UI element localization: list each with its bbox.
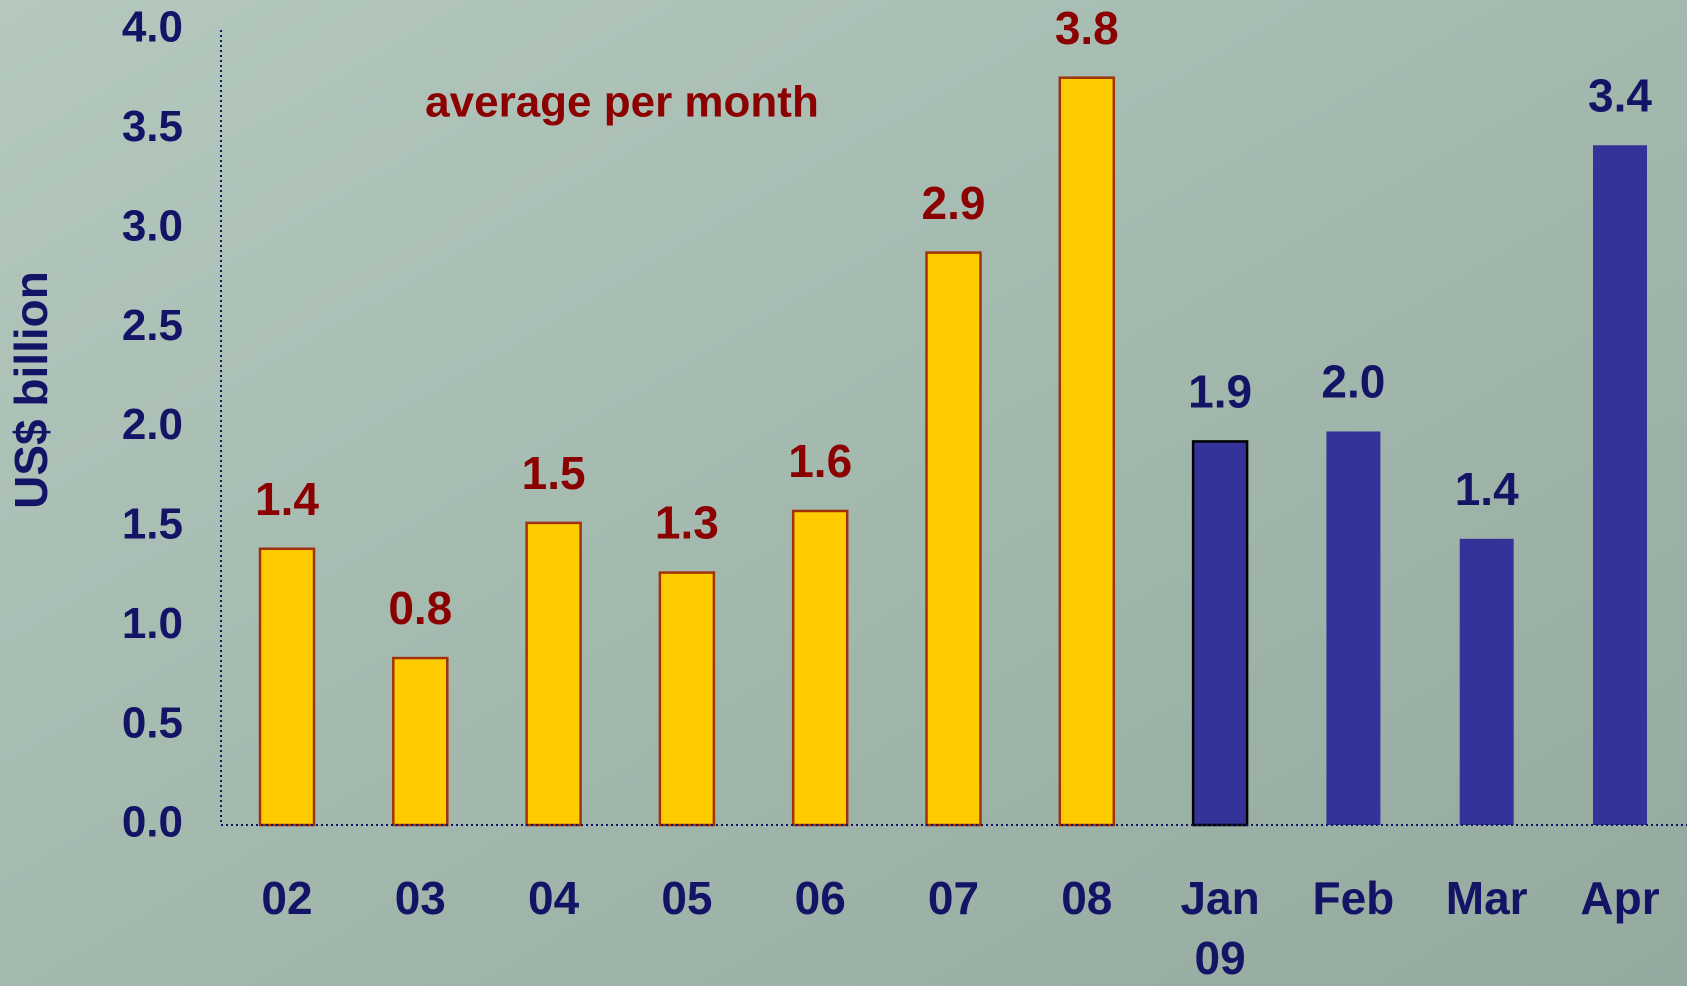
value-label: 1.6 bbox=[788, 435, 852, 487]
y-tick-label: 0.0 bbox=[122, 798, 183, 847]
y-tick-label: 2.5 bbox=[122, 301, 183, 350]
x-tick-label: Feb bbox=[1313, 872, 1395, 924]
y-tick-label: 3.5 bbox=[122, 102, 183, 151]
value-label: 3.8 bbox=[1055, 2, 1119, 54]
page: {"chart_data": { "type": "bar", "y_label… bbox=[0, 0, 1687, 986]
value-label: 0.8 bbox=[388, 582, 452, 634]
x-tick-label: 07 bbox=[928, 872, 979, 924]
bar bbox=[927, 253, 981, 825]
y-tick-label: 0.5 bbox=[122, 698, 183, 747]
y-axis-label: US$ billion bbox=[5, 271, 57, 509]
value-label: 1.9 bbox=[1188, 366, 1252, 418]
y-tick-label: 3.0 bbox=[122, 201, 183, 250]
bar bbox=[793, 511, 847, 825]
value-label: 3.4 bbox=[1588, 69, 1652, 121]
background bbox=[0, 0, 1687, 986]
value-label: 2.0 bbox=[1321, 356, 1385, 408]
value-label: 1.4 bbox=[1455, 463, 1519, 515]
value-label: 1.4 bbox=[255, 473, 319, 525]
y-tick-label: 1.5 bbox=[122, 500, 183, 549]
x-tick-label: 08 bbox=[1061, 872, 1112, 924]
x-tick-label: 02 bbox=[261, 872, 312, 924]
bar bbox=[527, 523, 581, 825]
bar bbox=[1326, 431, 1380, 825]
y-tick-label: 2.0 bbox=[122, 400, 183, 449]
x-tick-label: 05 bbox=[661, 872, 712, 924]
bar bbox=[1193, 441, 1247, 825]
bar bbox=[393, 658, 447, 825]
x-tick-label: Mar bbox=[1446, 872, 1528, 924]
y-tick-label: 4.0 bbox=[122, 3, 183, 52]
bar bbox=[660, 573, 714, 825]
value-label: 1.5 bbox=[522, 447, 586, 499]
bar bbox=[1593, 145, 1647, 825]
x-tick-label: 04 bbox=[528, 872, 580, 924]
x-tick-label: 03 bbox=[395, 872, 446, 924]
x-tick-label: Apr bbox=[1580, 872, 1659, 924]
annotation: average per month bbox=[425, 78, 819, 127]
value-label: 2.9 bbox=[922, 177, 986, 229]
chart: US$ billion average per month 0.0 0.5 1.0 1… bbox=[0, 0, 1687, 986]
y-tick-label: 1.0 bbox=[122, 599, 183, 648]
bar bbox=[1460, 539, 1514, 825]
bar bbox=[260, 549, 314, 825]
bar bbox=[1060, 78, 1114, 825]
value-label: 1.3 bbox=[655, 497, 719, 549]
x-tick-label: 06 bbox=[795, 872, 846, 924]
